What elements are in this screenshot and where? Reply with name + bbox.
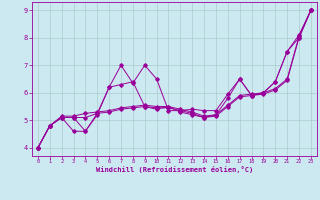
X-axis label: Windchill (Refroidissement éolien,°C): Windchill (Refroidissement éolien,°C) — [96, 166, 253, 173]
